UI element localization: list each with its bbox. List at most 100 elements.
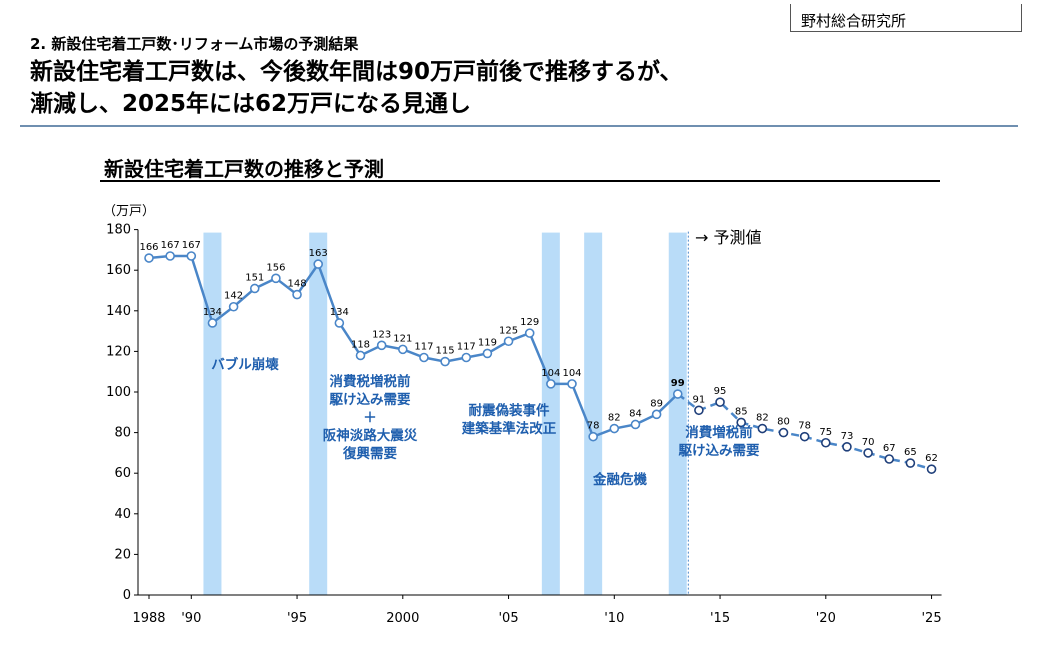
data-label: 115 [436,346,455,357]
data-point [292,289,302,300]
y-tick-label: 180 [106,223,131,238]
x-tick-label: 2000 [386,611,419,626]
event-annotation-4: 金融危機 [592,471,647,488]
section-heading: 2. 新設住宅着工戸数･リフォーム市場の予測結果 [30,35,359,53]
data-point [842,442,852,452]
event-annotation-1: バブル崩壊 [211,356,279,373]
data-point [440,356,450,367]
data-point [482,348,493,359]
data-label: 70 [862,437,875,448]
data-point [820,437,831,448]
y-tick-label: 160 [106,263,131,278]
y-axis-unit-label: （万戸） [103,204,155,219]
data-label: 91 [693,394,706,405]
data-label: 84 [629,408,642,419]
event-band-3 [541,232,560,595]
annotation-line: バブル崩壊 [211,356,279,373]
annotation-line: 阪神淡路大震災 [323,427,418,444]
event-band-4 [584,232,603,595]
data-label: 78 [587,421,600,432]
chart-title-underline [100,180,940,182]
y-tick-label: 0 [123,588,131,603]
data-label: 67 [883,443,896,454]
chart-title: 新設住宅着工戸数の推移と予測 [104,157,384,181]
x-tick-label: 1988 [132,611,165,626]
data-point [588,431,598,442]
data-label: 104 [562,368,581,379]
y-tick-label: 40 [114,507,131,522]
data-label: 82 [756,413,769,424]
data-point [271,273,281,284]
data-label: 148 [288,279,307,290]
data-point [567,379,577,389]
data-point [228,301,239,312]
data-point [672,389,683,399]
data-point [630,419,641,430]
data-label: 104 [541,368,560,379]
data-point [207,318,218,328]
data-point [376,340,387,351]
organization-name: 野村総合研究所 [790,4,1022,32]
annotation-line: 耐震偽装事件 [469,402,550,419]
data-point [503,336,514,347]
data-point [926,464,937,474]
event-band-2 [309,232,328,595]
data-label: 78 [798,421,811,432]
data-point [884,454,895,464]
data-point [461,352,472,363]
data-label: 75 [819,427,832,438]
data-point [144,253,154,263]
data-label: 125 [499,325,518,336]
annotation-line: 復興需要 [342,445,397,462]
headline-line-2: 漸減し、2025年には62万戸になる見通し [30,91,472,117]
x-tick-label: '20 [816,611,836,626]
data-point [799,431,810,442]
data-label: 117 [414,341,433,352]
data-point [863,448,873,458]
event-band-1 [203,232,222,595]
annotation-line: 建築基準法改正 [461,420,557,437]
x-tick-label: '05 [498,611,518,626]
data-point [778,427,789,438]
data-label: 118 [351,339,370,350]
data-label: 163 [309,248,328,259]
headline-line-1: 新設住宅着工戸数は、今後数年間は90万戸前後で推移するが、 [30,59,683,85]
data-label: 85 [735,406,748,417]
event-annotation-3: 耐震偽装事件建築基準法改正 [461,402,557,437]
data-label: 167 [161,240,180,251]
data-point [186,251,197,261]
data-point [355,350,366,361]
forecast-label: → 予測値 [695,228,762,247]
data-point [313,259,324,269]
data-label: 134 [330,307,349,318]
y-tick-label: 140 [106,304,131,319]
data-point [249,283,260,294]
header-divider [20,125,1018,127]
data-label: 121 [393,333,412,344]
data-point [546,379,556,389]
data-point [736,417,747,428]
annotation-line: 消費増税前 [685,424,753,441]
data-point [524,328,535,338]
data-point [715,397,725,407]
data-label: 65 [904,447,917,458]
data-point [757,423,768,434]
page-headline: 新設住宅着工戸数は、今後数年間は90万戸前後で推移するが、 漸減し、2025年に… [30,56,683,120]
data-label: 119 [478,337,497,348]
data-label: 62 [925,453,938,464]
data-label: 167 [182,240,201,251]
x-tick-label: '95 [287,611,307,626]
data-label: 80 [777,417,790,428]
data-point [165,251,175,261]
data-label: 142 [224,291,243,302]
data-point [651,409,662,420]
annotation-line: 金融危機 [592,471,647,488]
data-label: 89 [650,398,663,409]
data-point [397,344,408,355]
data-label: 156 [266,262,285,273]
data-point [694,405,704,416]
y-tick-label: 60 [114,466,131,481]
event-annotation-5: 消費増税前駆け込み需要 [679,424,760,459]
data-label: 134 [203,307,222,318]
